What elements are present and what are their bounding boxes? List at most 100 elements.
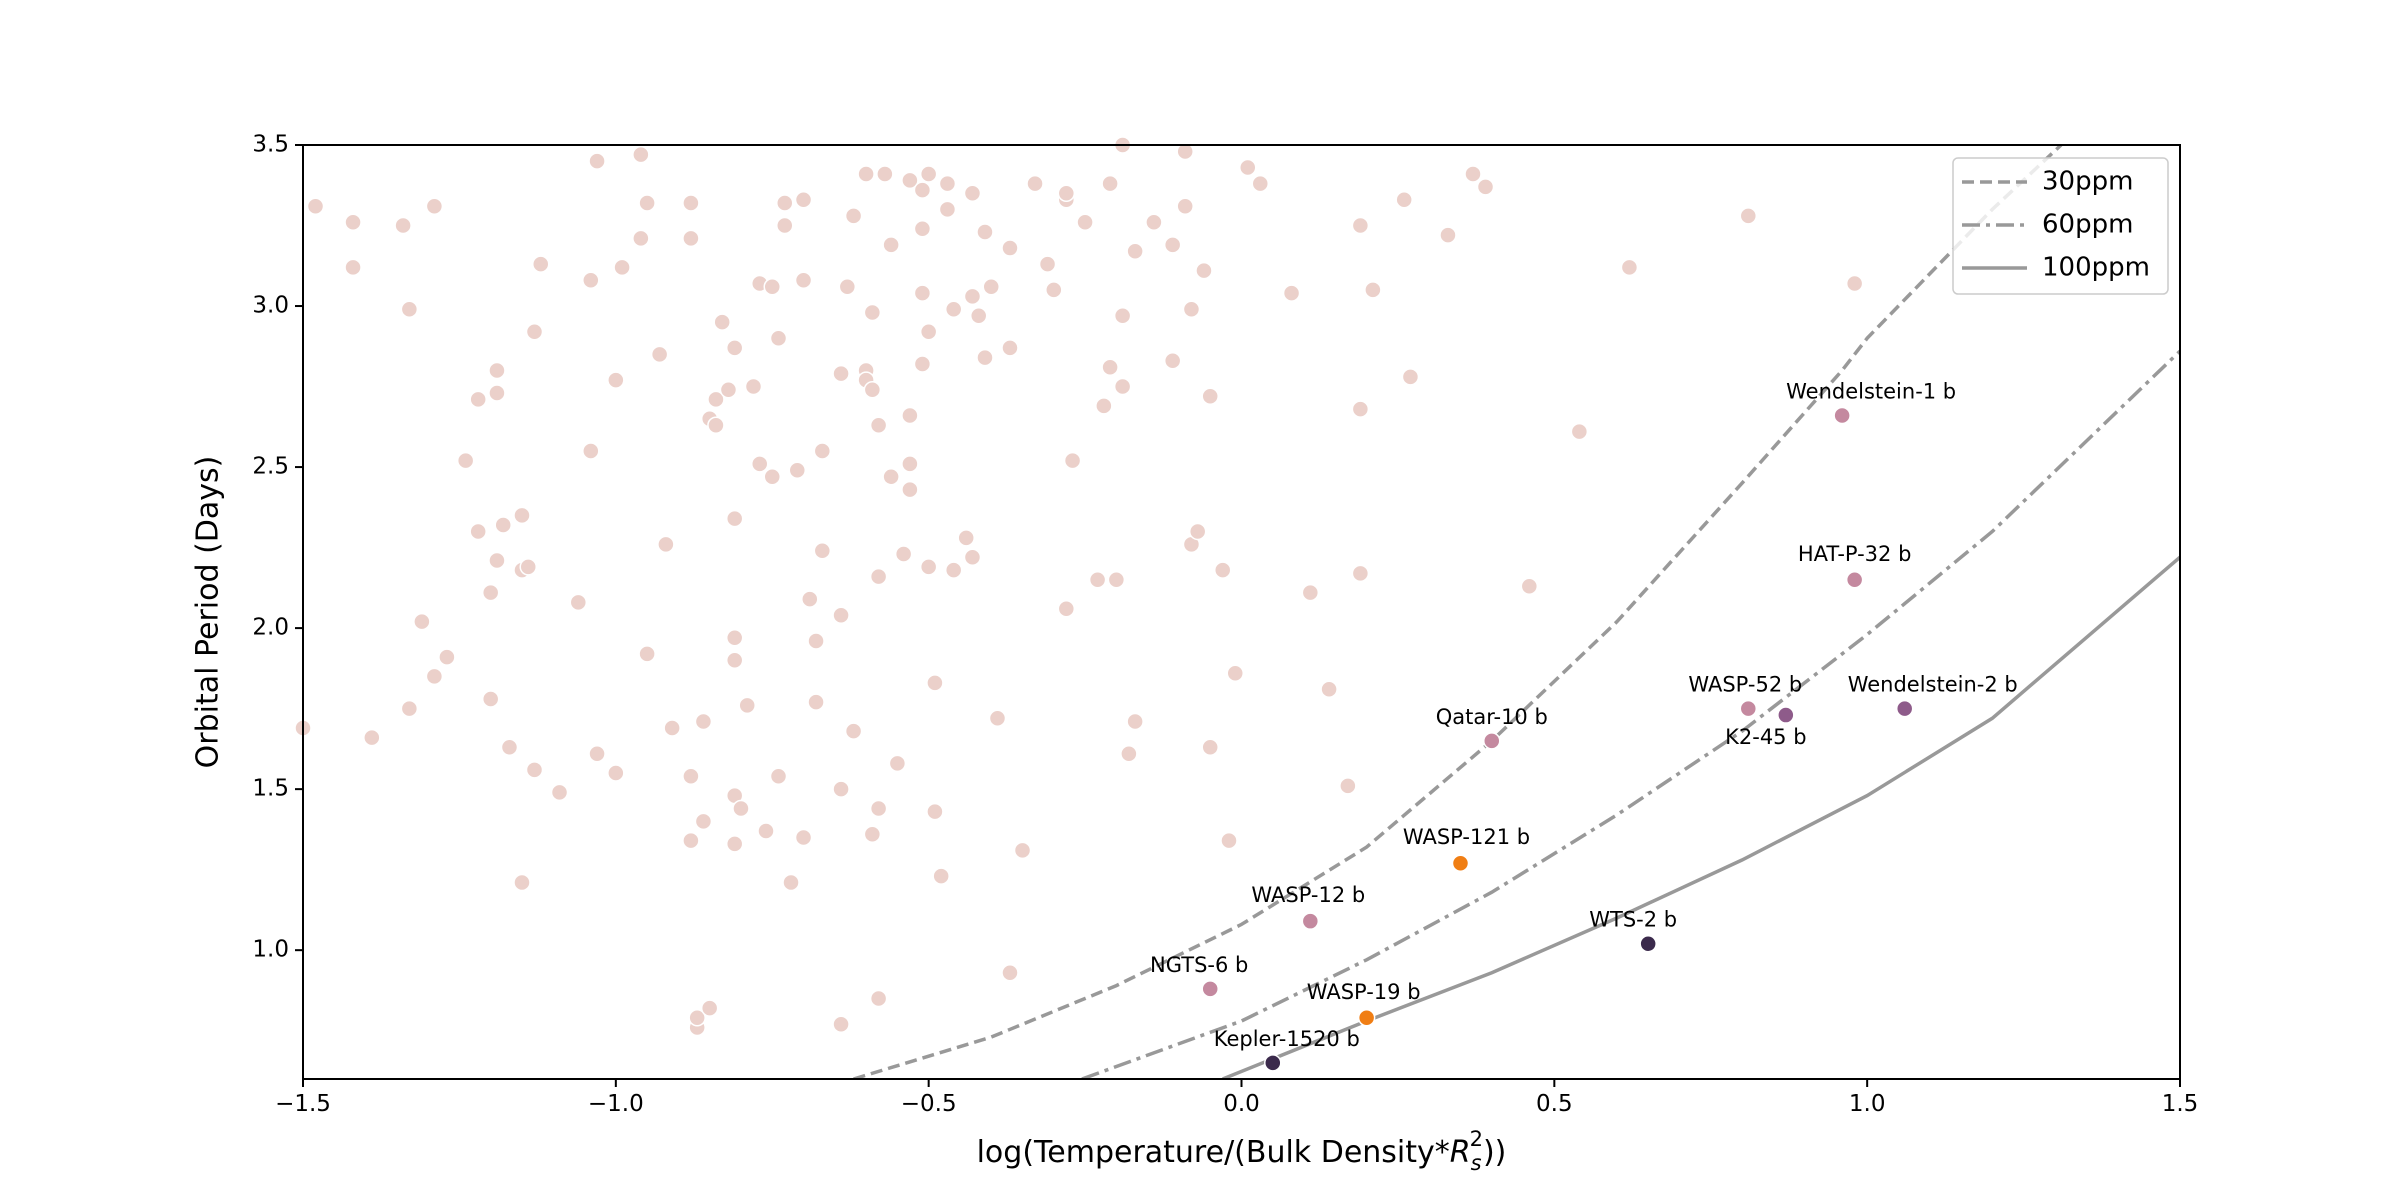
background-point bbox=[700, 999, 719, 1017]
points: Wendelstein-1 b HAT-P-32 b WASP-52 b K2-45 … bbox=[294, 136, 2018, 1072]
background-point bbox=[1163, 236, 1182, 254]
background-point bbox=[513, 873, 531, 892]
background-point bbox=[713, 313, 731, 331]
background-point bbox=[844, 722, 863, 740]
background-point bbox=[882, 467, 900, 486]
x-axis-label-part: log(Temperature/(Bulk Density* bbox=[977, 1135, 1450, 1170]
background-point bbox=[456, 451, 475, 470]
planet-point bbox=[1739, 699, 1758, 718]
background-point bbox=[725, 835, 744, 853]
background-point bbox=[832, 606, 850, 624]
x-tick-label: 1.5 bbox=[2162, 1091, 2199, 1117]
background-point bbox=[732, 799, 750, 818]
background-point bbox=[400, 300, 419, 319]
background-point bbox=[1213, 561, 1232, 579]
background-point bbox=[1739, 207, 1758, 225]
background-point bbox=[525, 323, 544, 341]
background-point bbox=[550, 783, 569, 802]
background-point bbox=[1251, 174, 1270, 193]
background-point bbox=[1520, 577, 1539, 595]
background-point bbox=[832, 1015, 850, 1033]
background-point bbox=[1182, 300, 1201, 319]
background-point bbox=[638, 194, 656, 212]
legend-label: 100ppm bbox=[2042, 253, 2150, 283]
x-tick-label: −1.0 bbox=[588, 1091, 644, 1117]
background-point bbox=[869, 799, 888, 818]
y-axis-label: Orbital Period (Days) bbox=[191, 456, 226, 769]
curve bbox=[1222, 555, 2180, 1079]
background-point bbox=[1057, 600, 1076, 618]
background-point bbox=[1301, 583, 1320, 602]
background-point bbox=[707, 416, 725, 434]
background-point bbox=[469, 522, 487, 541]
planet-point bbox=[1301, 912, 1320, 930]
background-point bbox=[913, 219, 932, 238]
background-point bbox=[344, 213, 362, 232]
background-point bbox=[794, 191, 813, 209]
background-point bbox=[1076, 213, 1094, 232]
background-point bbox=[500, 738, 519, 757]
background-point bbox=[926, 674, 944, 692]
background-point bbox=[1101, 358, 1119, 376]
background-point bbox=[682, 229, 700, 248]
background-point bbox=[763, 277, 781, 296]
background-point bbox=[1570, 422, 1589, 441]
background-point bbox=[1476, 178, 1495, 196]
planet-point bbox=[1483, 732, 1501, 750]
background-point bbox=[794, 828, 813, 847]
background-point bbox=[769, 329, 788, 347]
background-point bbox=[1351, 216, 1370, 235]
x-tick-label: −1.5 bbox=[275, 1091, 331, 1117]
background-point bbox=[1001, 963, 1019, 982]
background-point bbox=[782, 873, 800, 892]
background-point bbox=[750, 455, 769, 473]
background-point bbox=[1188, 522, 1207, 541]
background-point bbox=[569, 593, 588, 612]
background-points bbox=[294, 136, 1864, 1037]
background-point bbox=[1101, 174, 1119, 193]
background-point bbox=[688, 1009, 706, 1027]
background-point bbox=[832, 780, 850, 798]
background-point bbox=[944, 561, 963, 579]
background-point bbox=[394, 216, 412, 235]
planet-label: Wendelstein-1 b bbox=[1786, 380, 1956, 404]
background-point bbox=[926, 802, 944, 821]
background-point bbox=[525, 761, 544, 779]
background-point bbox=[1013, 841, 1032, 860]
planet-point bbox=[1639, 934, 1657, 953]
background-point bbox=[425, 197, 444, 215]
background-point bbox=[1095, 397, 1113, 415]
background-point bbox=[1057, 184, 1076, 203]
background-point bbox=[913, 355, 932, 373]
background-point bbox=[1239, 158, 1257, 177]
curve bbox=[853, 145, 2063, 1079]
background-point bbox=[682, 194, 700, 212]
planet-point bbox=[1777, 706, 1795, 724]
x-tick-label: 0.0 bbox=[1223, 1091, 1260, 1117]
background-point bbox=[638, 645, 656, 663]
background-point bbox=[719, 381, 738, 399]
background-point bbox=[844, 207, 863, 225]
planet-point bbox=[1451, 854, 1470, 872]
background-point bbox=[863, 303, 882, 322]
background-point bbox=[988, 709, 1007, 728]
background-point bbox=[1176, 197, 1194, 215]
background-point bbox=[513, 506, 531, 525]
background-point bbox=[1395, 191, 1413, 209]
x-tick-label: −0.5 bbox=[901, 1091, 957, 1117]
background-point bbox=[913, 284, 932, 302]
background-point bbox=[694, 712, 713, 731]
y-tick-label: 3.0 bbox=[252, 293, 289, 319]
background-point bbox=[938, 174, 957, 193]
background-point bbox=[857, 165, 875, 183]
y-tick-label: 3.5 bbox=[252, 132, 289, 158]
background-point bbox=[632, 145, 650, 164]
background-point bbox=[1001, 339, 1019, 357]
background-point bbox=[1351, 564, 1370, 583]
background-point bbox=[519, 558, 537, 576]
background-point bbox=[982, 277, 1000, 296]
background-point bbox=[588, 744, 606, 763]
background-point bbox=[657, 535, 675, 554]
background-point bbox=[532, 255, 550, 273]
background-point bbox=[776, 216, 794, 235]
